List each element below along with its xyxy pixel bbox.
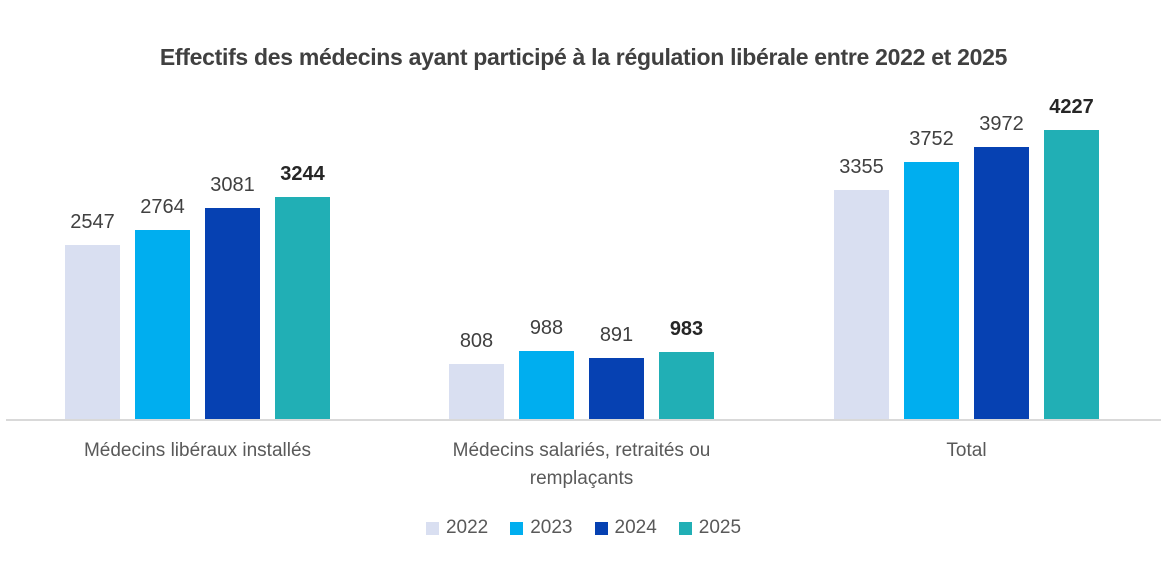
bar-cell: 891 xyxy=(589,324,644,419)
value-label: 3081 xyxy=(210,174,255,196)
bar-cell: 3244 xyxy=(275,163,330,419)
legend-swatch-icon xyxy=(678,521,692,535)
bar-group: 808 988 891 983 xyxy=(449,317,714,419)
bar-2025 xyxy=(659,352,714,419)
value-label: 2547 xyxy=(70,211,115,233)
legend-swatch-icon xyxy=(510,521,524,535)
value-label: 4227 xyxy=(1049,96,1094,118)
value-label: 3355 xyxy=(839,156,884,178)
legend-item-2023: 2023 xyxy=(510,517,573,539)
bar-cell: 3355 xyxy=(834,156,889,419)
value-label: 2764 xyxy=(140,196,185,218)
legend-label: 2022 xyxy=(445,517,489,538)
legend-label: 2023 xyxy=(530,517,573,538)
value-label: 3244 xyxy=(280,163,325,185)
bar-2025 xyxy=(1044,130,1099,419)
legend-item-2025: 2025 xyxy=(678,517,742,539)
bar-2023 xyxy=(519,351,574,419)
category-label: Médecins salariés, retraités ou remplaça… xyxy=(452,440,711,489)
value-label: 808 xyxy=(459,330,494,352)
bar-group: 2547 2764 3081 3244 xyxy=(65,163,330,419)
legend-item-2024: 2024 xyxy=(594,517,657,539)
legend-label: 2024 xyxy=(614,517,657,538)
legend-item-2022: 2022 xyxy=(425,517,489,539)
bar-cell: 4227 xyxy=(1044,96,1099,419)
chart-title: Effectifs des médecins ayant participé à… xyxy=(159,44,1008,70)
bar-cell: 988 xyxy=(519,317,574,419)
bar-2025 xyxy=(275,197,330,419)
bar-2024 xyxy=(974,147,1029,419)
value-label: 891 xyxy=(599,324,634,346)
bar-cell: 808 xyxy=(449,330,504,419)
legend: 2022 2023 2024 2025 xyxy=(0,517,1167,539)
value-label: 983 xyxy=(669,318,704,340)
bar-cell: 983 xyxy=(659,318,714,419)
legend-swatch-icon xyxy=(594,521,608,535)
category-label: Total xyxy=(946,440,987,461)
value-label: 3752 xyxy=(909,128,954,150)
legend-swatch-icon xyxy=(425,521,439,535)
bar-cell: 3081 xyxy=(205,174,260,419)
bar-group: 3355 3752 3972 4227 xyxy=(834,96,1099,419)
bar-cell: 2764 xyxy=(135,196,190,419)
bar-cell: 2547 xyxy=(65,211,120,419)
x-axis-line xyxy=(6,419,1161,421)
legend-label: 2025 xyxy=(698,517,742,538)
value-label: 988 xyxy=(529,317,564,339)
bar-2023 xyxy=(135,230,190,419)
bar-2022 xyxy=(65,245,120,419)
bar-cell: 3752 xyxy=(904,128,959,419)
bar-2023 xyxy=(904,162,959,419)
value-label: 3972 xyxy=(979,113,1024,135)
bar-2022 xyxy=(449,364,504,419)
bar-2024 xyxy=(589,358,644,419)
category-label: Médecins libéraux installés xyxy=(83,440,312,461)
bar-cell: 3972 xyxy=(974,113,1029,419)
bar-2024 xyxy=(205,208,260,419)
bar-2022 xyxy=(834,190,889,419)
